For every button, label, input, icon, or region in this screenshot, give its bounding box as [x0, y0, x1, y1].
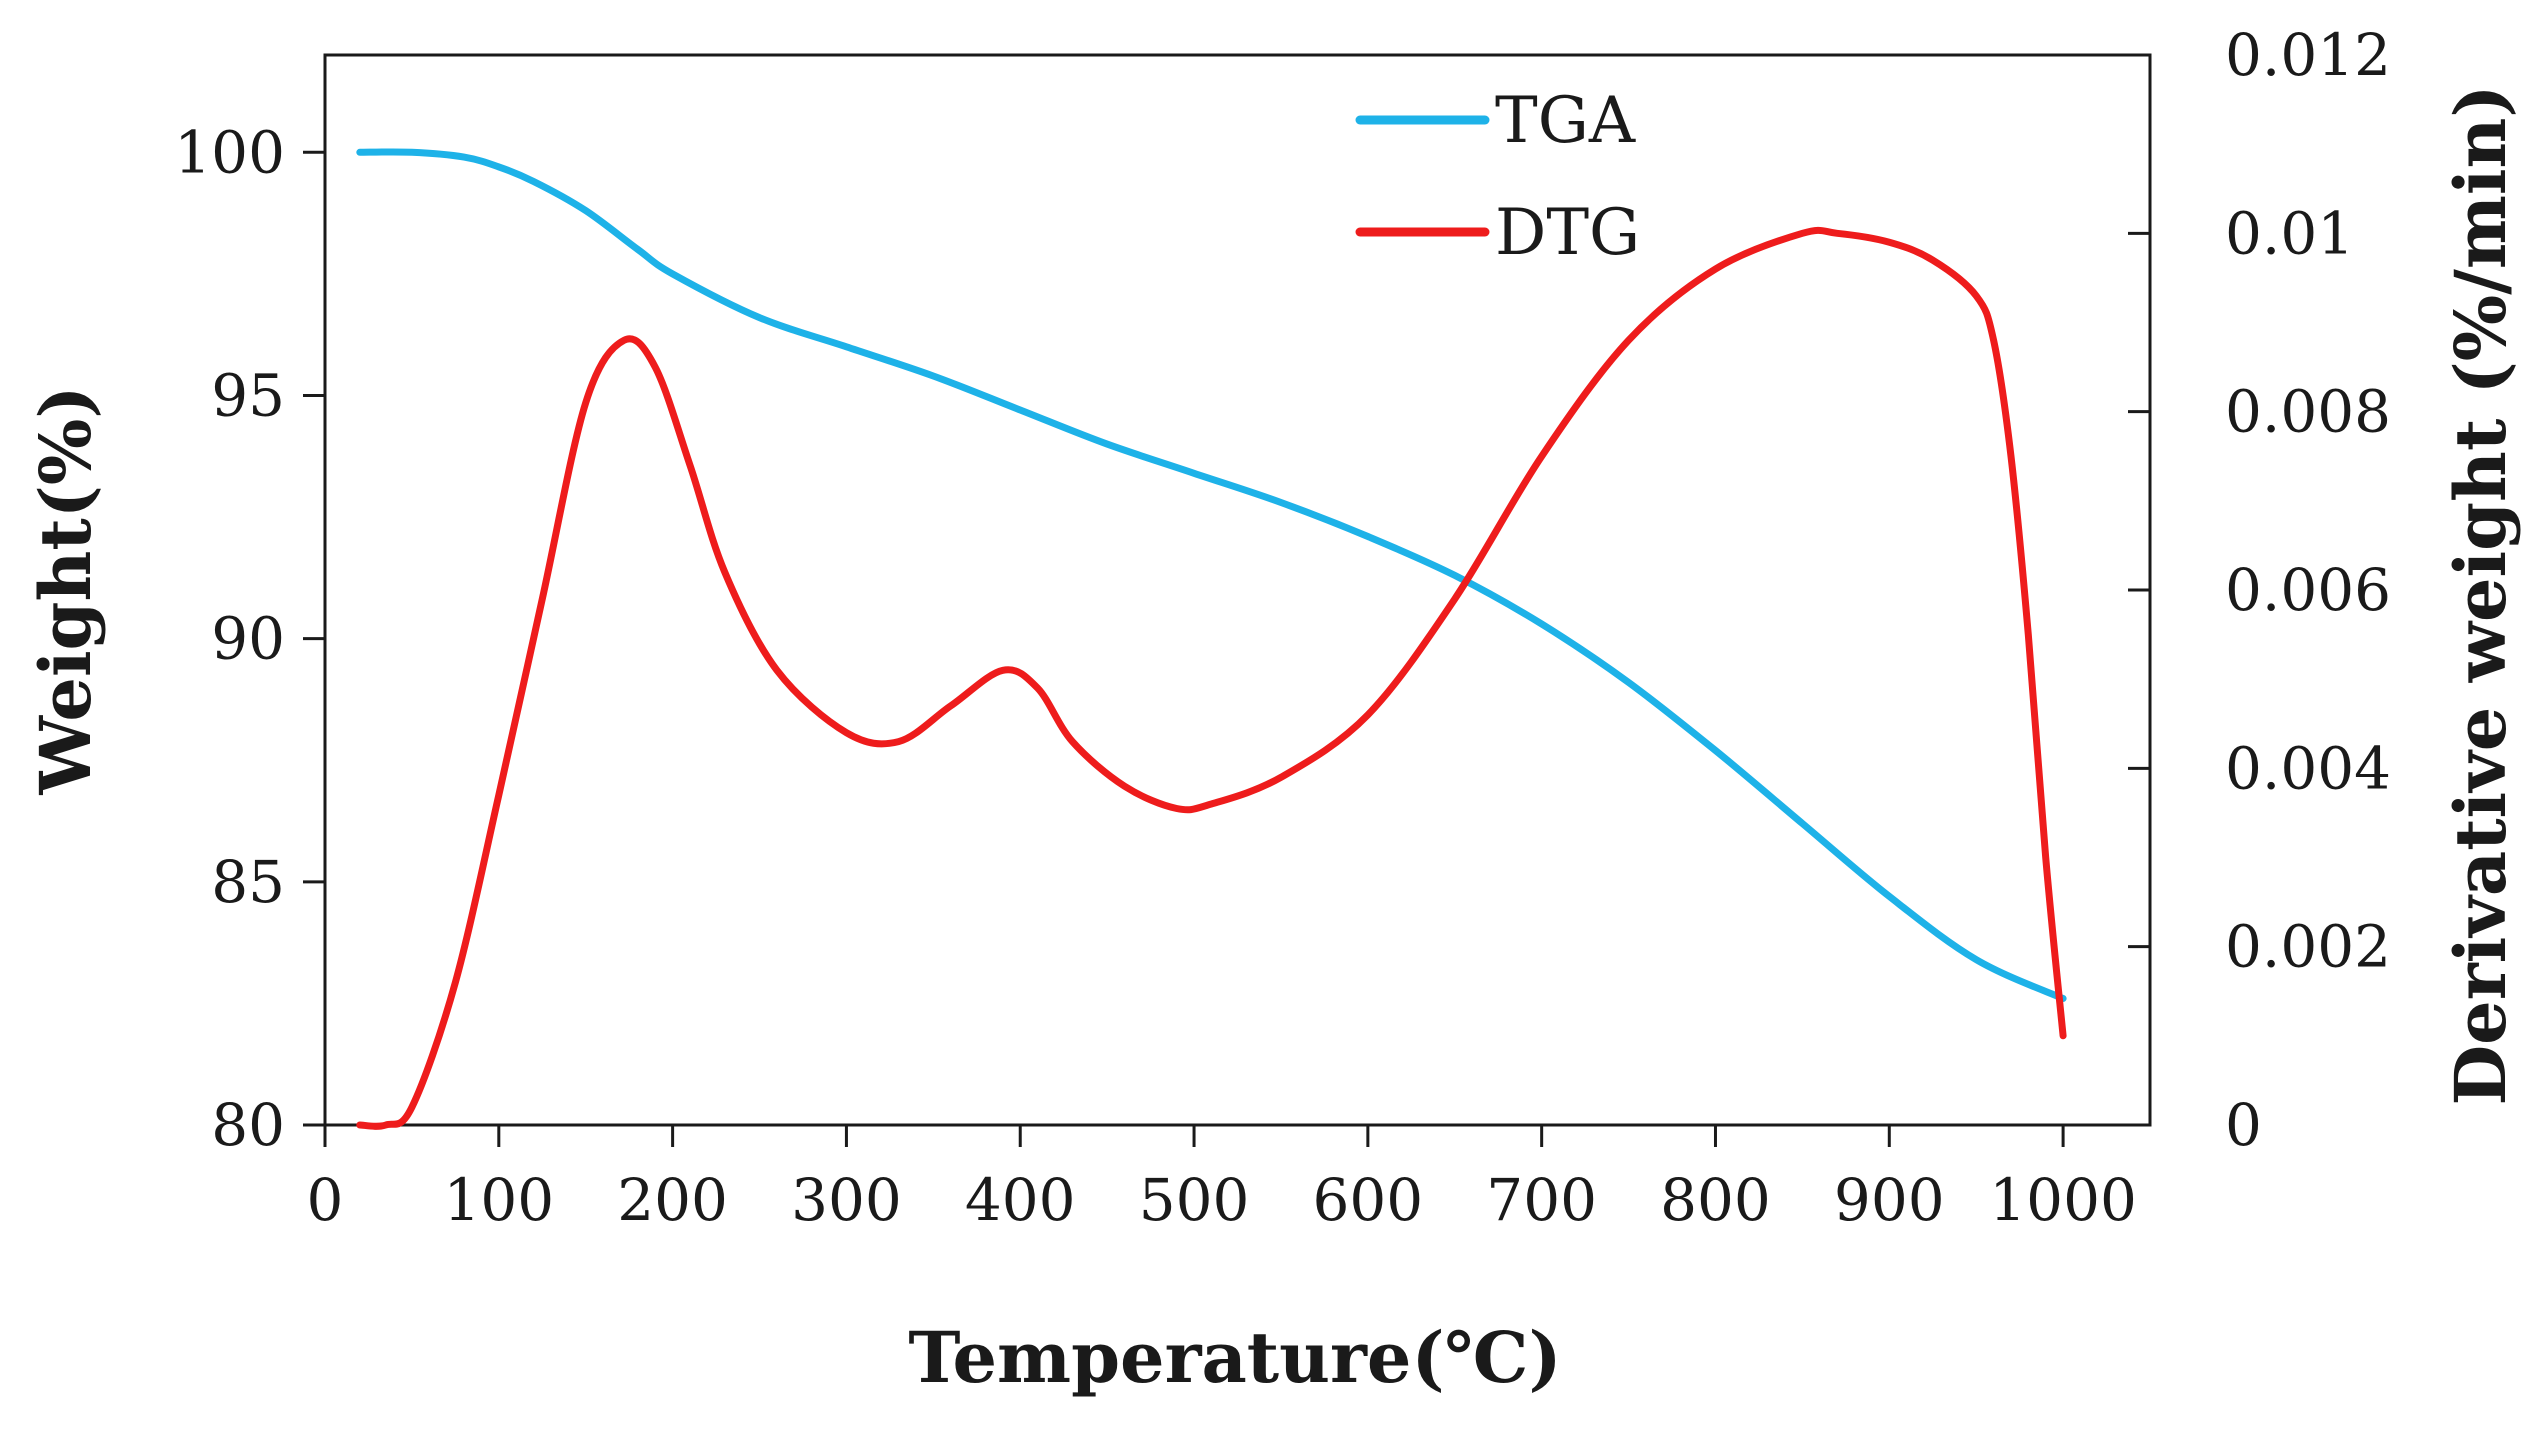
y2-axis-ticks: 0 0.002 0.004 0.006 0.008 0.01 0.012 [2128, 21, 2391, 1159]
y-axis-title: Weight(%) [24, 386, 107, 796]
legend-label-tga: TGA [1495, 84, 1636, 158]
y-axis-ticks: 80 85 90 95 100 [174, 118, 325, 1159]
x-tick-label: 100 [443, 1166, 554, 1234]
y2-tick-label: 0.01 [2225, 199, 2354, 267]
x-tick-label: 200 [617, 1166, 728, 1234]
y-tick-label: 85 [211, 848, 285, 916]
y2-tick-label: 0.012 [2225, 21, 2391, 89]
y-tick-label: 95 [211, 361, 285, 429]
x-tick-label: 800 [1660, 1166, 1771, 1234]
x-axis-title: Temperature(℃) [908, 1316, 1561, 1399]
x-tick-label: 300 [791, 1166, 902, 1234]
y-tick-label: 90 [211, 605, 285, 673]
legend-label-dtg: DTG [1495, 196, 1640, 270]
x-tick-label: 700 [1486, 1166, 1597, 1234]
x-tick-label: 900 [1834, 1166, 1945, 1234]
x-tick-label: 0 [307, 1166, 344, 1234]
x-tick-label: 600 [1312, 1166, 1423, 1234]
y2-tick-label: 0 [2225, 1091, 2262, 1159]
x-tick-label: 500 [1139, 1166, 1250, 1234]
y2-axis-title: Derivative weight (%/min) [2439, 84, 2522, 1105]
y2-tick-label: 0.008 [2225, 378, 2391, 446]
x-tick-label: 400 [965, 1166, 1076, 1234]
series-layer [356, 148, 2067, 1130]
series-line-tga [356, 148, 2067, 1002]
y2-tick-label: 0.002 [2225, 913, 2391, 981]
y-tick-label: 80 [211, 1091, 285, 1159]
y-tick-label: 100 [174, 118, 285, 186]
series-line-dtg [356, 226, 2067, 1130]
y2-tick-label: 0.004 [2225, 734, 2391, 802]
y2-tick-label: 0.006 [2225, 556, 2391, 624]
x-axis-ticks: 0 100 200 300 400 500 600 700 800 900 1000 [307, 1125, 2137, 1234]
legend: TGA DTG [1355, 84, 1640, 270]
x-tick-label: 1000 [1989, 1166, 2137, 1234]
